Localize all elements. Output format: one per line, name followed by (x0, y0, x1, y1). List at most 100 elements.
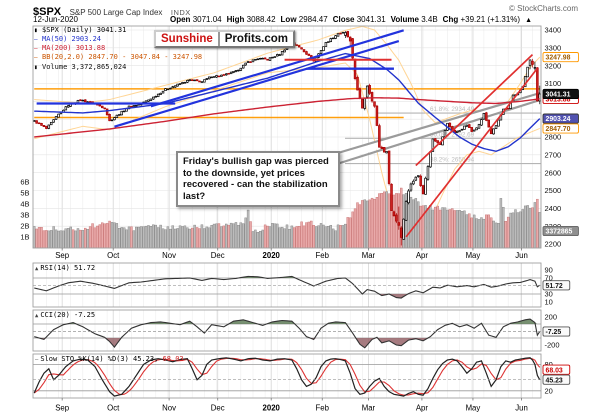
svg-text:Nov: Nov (162, 251, 176, 260)
svg-text:2903.24: 2903.24 (546, 116, 571, 123)
svg-text:-7.25: -7.25 (546, 329, 562, 336)
cci-pane: 200 -200 -7.25 (33, 313, 571, 350)
logo-profits: Profits.com (217, 32, 293, 46)
svg-text:68.03: 68.03 (546, 367, 563, 374)
index-name: S&P 500 Large Cap Index (69, 8, 163, 17)
candlestick-icon: ▮ (34, 26, 38, 34)
svg-text:2B: 2B (20, 222, 29, 231)
svg-text:2600: 2600 (545, 168, 562, 177)
svg-text:50.0%: 2792.69: 50.0%: 2792.69 (430, 131, 475, 138)
svg-text:2847.70: 2847.70 (546, 126, 571, 133)
svg-text:30: 30 (545, 290, 553, 299)
rsi-panel-title: ▲ RSI(14) 51.72 (35, 263, 96, 272)
svg-text:Mar: Mar (362, 251, 376, 260)
svg-text:2200: 2200 (545, 240, 562, 249)
svg-text:Feb: Feb (316, 251, 330, 260)
svg-text:10: 10 (545, 298, 553, 307)
indicator-icon: — (35, 356, 39, 363)
svg-text:3247.98: 3247.98 (546, 55, 571, 62)
svg-text:3400: 3400 (545, 26, 562, 35)
svg-text:Apr: Apr (416, 404, 429, 413)
ma50-swatch-icon: — (34, 35, 38, 43)
moving-averages (34, 52, 541, 152)
logo-sunshine: Sunshine (161, 33, 213, 45)
svg-text:2700: 2700 (545, 150, 562, 159)
quote-high: High 3088.42 (226, 14, 276, 24)
svg-text:1B: 1B (20, 233, 29, 242)
legend-ma200: — MA(200) 3013.88 (34, 44, 106, 53)
svg-text:3013.88: 3013.88 (546, 96, 571, 103)
legend-ma50: — MA(50) 2903.24 (34, 34, 102, 43)
stockcharts-watermark[interactable]: © StockCharts.com (508, 4, 578, 13)
svg-text:4B: 4B (20, 200, 29, 209)
quote-volume: Volume 3.4B (390, 14, 438, 24)
change-up-arrow-icon: ▲ (525, 16, 533, 24)
indicator-icon: ▲ (35, 265, 39, 272)
symbol-label: $SPX (33, 6, 62, 18)
svg-text:Feb: Feb (316, 404, 330, 413)
quote-low: Low 2984.47 (280, 14, 328, 24)
svg-text:Jun: Jun (515, 251, 528, 260)
svg-text:Mar: Mar (362, 404, 376, 413)
legend-bollinger: — BB(20,2.0) 2847.70 - 3047.84 - 3247.98 (34, 53, 203, 62)
quote-summary: Open 3071.04 High 3088.42 Low 2984.47 Close… (170, 15, 532, 24)
svg-text:38.2%: 2650.94: 38.2%: 2650.94 (430, 157, 475, 164)
fibonacci-levels: 61.8%: 2934.49 50.0%: 2792.69 38.2%: 2650.… (345, 106, 541, 165)
quote-change: Chg +39.21 (+1.31%) (442, 14, 521, 24)
svg-text:2800: 2800 (545, 133, 562, 142)
candlesticks (32, 30, 542, 246)
svg-text:3041.31: 3041.31 (546, 92, 571, 99)
svg-text:Jun: Jun (515, 404, 528, 413)
svg-text:May: May (466, 251, 481, 260)
volume-bars-icon: ▮ (34, 63, 38, 71)
svg-text:3B: 3B (20, 211, 29, 220)
svg-text:Dec: Dec (211, 404, 225, 413)
svg-text:Sep: Sep (55, 251, 70, 260)
orange-level-lines (34, 88, 540, 119)
trend-lines (36, 29, 539, 238)
svg-text:45.23: 45.23 (546, 377, 563, 384)
chart-date: 12-Jun-2020 (33, 15, 78, 24)
svg-text:Apr: Apr (416, 251, 429, 260)
svg-text:Dec: Dec (211, 251, 225, 260)
svg-text:2500: 2500 (545, 186, 562, 195)
svg-text:200: 200 (545, 313, 558, 322)
svg-text:-200: -200 (545, 341, 560, 350)
svg-text:5B: 5B (20, 189, 29, 198)
svg-text:20: 20 (545, 386, 553, 395)
svg-text:70: 70 (545, 274, 553, 283)
svg-text:90: 90 (545, 266, 553, 275)
quote-close: Close 3041.31 (332, 14, 386, 24)
svg-text:80: 80 (545, 360, 553, 369)
svg-text:May: May (466, 404, 481, 413)
stochastics-pane: 80 20 68.03 45.23 (33, 357, 571, 397)
svg-text:51.72: 51.72 (546, 283, 563, 290)
overlay-legend: ▮ $SPX (Daily) 3041.31 — MA(50) 2903.24 — M… (34, 26, 202, 72)
legend-volume: ▮ Volume 3,372,865,024 (34, 62, 127, 71)
legend-symbol: ▮ $SPX (Daily) 3041.31 (34, 25, 127, 34)
chart-header: $SPX S&P 500 Large Cap Index INDX (33, 2, 191, 20)
svg-text:61.8%: 2934.49: 61.8%: 2934.49 (430, 106, 475, 113)
svg-text:Nov: Nov (162, 404, 176, 413)
cci-panel-title: ▲ CCI(20) -7.25 (35, 310, 96, 319)
ma200-swatch-icon: — (34, 45, 38, 53)
svg-text:2020: 2020 (263, 404, 281, 413)
axis-labels: 3400330032003100280027002600250024002300… (20, 26, 561, 413)
svg-text:2020: 2020 (263, 251, 281, 260)
svg-text:Sep: Sep (55, 404, 70, 413)
svg-text:3200: 3200 (545, 61, 562, 70)
quote-open: Open 3071.04 (170, 14, 222, 24)
svg-text:Oct: Oct (107, 251, 120, 260)
bb-swatch-icon: — (34, 54, 38, 62)
exchange-label: INDX (170, 8, 191, 17)
annotation-callout: Friday's bullish gap was pierced to the … (176, 151, 340, 208)
stochastics-panel-title: — Slow STO %K(14) %D(3) 45.23, 68.03 (35, 354, 184, 363)
indicator-icon: ▲ (35, 312, 39, 319)
sunshine-profits-logo[interactable]: Sunshine Profits.com (154, 30, 296, 48)
svg-text:2400: 2400 (545, 204, 562, 213)
svg-text:3372865: 3372865 (546, 229, 573, 236)
